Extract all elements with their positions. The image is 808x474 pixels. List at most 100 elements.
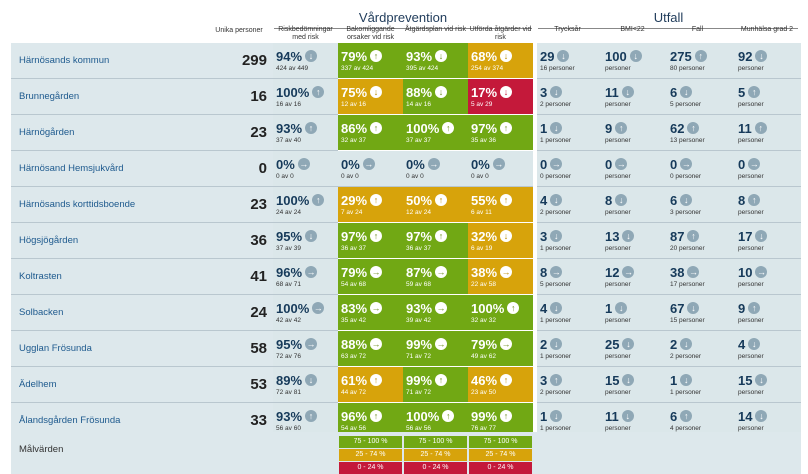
metric-cell[interactable]: 1 ↓ 1 personer [537, 114, 602, 151]
metric-cell[interactable]: 61% ↑ 44 av 72 [338, 366, 403, 403]
unit-name[interactable]: Högsjögården [11, 222, 208, 259]
metric-cell[interactable]: 93% ↑ 37 av 40 [273, 114, 338, 151]
metric-cell[interactable]: 68% ↓ 254 av 374 [468, 43, 533, 79]
unit-name[interactable]: Solbacken [11, 294, 208, 331]
metric-cell[interactable]: 62 ↑ 13 personer [667, 114, 735, 151]
metric-cell[interactable]: 0 → personer [602, 150, 667, 187]
metric-cell[interactable]: 0% → 0 av 0 [338, 150, 403, 187]
metric-value-line: 68% ↓ [471, 49, 533, 64]
metric-cell[interactable]: 8 ↑ personer [735, 186, 801, 223]
metric-cell[interactable]: 97% ↑ 35 av 36 [468, 114, 533, 151]
metric-cell[interactable]: 96% ↑ 54 av 56 [338, 402, 403, 439]
metric-cell[interactable]: 46% ↑ 23 av 50 [468, 366, 533, 403]
metric-cell[interactable]: 3 ↑ 2 personer [537, 366, 602, 403]
metric-cell[interactable]: 17 ↓ personer [735, 222, 801, 259]
unit-name[interactable]: Ugglan Frösunda [11, 330, 208, 367]
metric-cell[interactable]: 100% ↑ 24 av 24 [273, 186, 338, 223]
metric-value: 1 [540, 408, 548, 424]
metric-subtext: 20 personer [670, 244, 705, 252]
metric-cell[interactable]: 100% ↑ 37 av 37 [403, 114, 468, 151]
unit-name[interactable]: Ädelhem [11, 366, 208, 403]
metric-cell[interactable]: 2 ↓ 2 personer [667, 330, 735, 367]
metric-cell[interactable]: 93% ↓ 395 av 424 [403, 43, 468, 79]
metric-cell[interactable]: 79% → 54 av 68 [338, 258, 403, 295]
metric-cell[interactable]: 93% → 39 av 42 [403, 294, 468, 331]
metric-cell[interactable]: 92 ↓ personer [735, 43, 801, 79]
metric-cell[interactable]: 0 → 0 personer [667, 150, 735, 187]
unit-name[interactable]: Härnösands kommun [11, 43, 208, 79]
metric-cell[interactable]: 5 ↑ personer [735, 78, 801, 115]
metric-cell[interactable]: 2 ↓ 1 personer [537, 330, 602, 367]
metric-cell[interactable]: 89% ↓ 72 av 81 [273, 366, 338, 403]
metric-cell[interactable]: 100 ↓ personer [602, 43, 667, 79]
metric-cell[interactable]: 96% → 68 av 71 [273, 258, 338, 295]
metric-cell[interactable]: 9 ↑ personer [602, 114, 667, 151]
metric-cell[interactable]: 67 ↓ 15 personer [667, 294, 735, 331]
metric-cell[interactable]: 79% ↑ 337 av 424 [338, 43, 403, 79]
metric-cell[interactable]: 0% → 0 av 0 [468, 150, 533, 187]
metric-cell[interactable]: 94% ↓ 424 av 449 [273, 43, 338, 79]
metric-subtext: 16 personer [540, 64, 575, 72]
metric-cell[interactable]: 29 ↓ 16 personer [537, 43, 602, 79]
metric-cell[interactable]: 0% → 0 av 0 [403, 150, 468, 187]
metric-cell[interactable]: 88% → 63 av 72 [338, 330, 403, 367]
metric-subtext: personer [605, 100, 631, 108]
unique-persons-count: 24 [208, 294, 273, 331]
metric-cell[interactable]: 3 ↓ 2 personer [537, 78, 602, 115]
metric-cell[interactable]: 9 ↑ personer [735, 294, 801, 331]
metric-cell[interactable]: 275 ↑ 80 personer [667, 43, 735, 79]
metric-value: 32% [471, 228, 498, 244]
metric-value-line: 67 ↓ [670, 301, 735, 316]
metric-cell[interactable]: 6 ↓ 3 personer [667, 186, 735, 223]
metric-cell[interactable]: 75% ↓ 12 av 16 [338, 78, 403, 115]
metric-cell[interactable]: 88% ↓ 14 av 16 [403, 78, 468, 115]
metric-cell[interactable]: 86% ↑ 32 av 37 [338, 114, 403, 151]
metric-cell[interactable]: 29% ↑ 7 av 24 [338, 186, 403, 223]
metric-cell[interactable]: 13 ↓ personer [602, 222, 667, 259]
metric-cell[interactable]: 100% ↑ 16 av 16 [273, 78, 338, 115]
metric-cell[interactable]: 11 ↑ personer [735, 114, 801, 151]
metric-cell[interactable]: 100% → 42 av 42 [273, 294, 338, 331]
metric-cell[interactable]: 87 ↑ 20 personer [667, 222, 735, 259]
metric-cell[interactable]: 38% → 22 av 58 [468, 258, 533, 295]
metric-cell[interactable]: 99% → 71 av 72 [403, 330, 468, 367]
metric-cell[interactable]: 4 ↓ 2 personer [537, 186, 602, 223]
metric-cell[interactable]: 8 ↓ personer [602, 186, 667, 223]
unit-name[interactable]: Härnösand Hemsjukvård [11, 150, 208, 187]
unit-name[interactable]: Brunnegården [11, 78, 208, 115]
unit-name[interactable]: Härnögården [11, 114, 208, 151]
metric-cell[interactable]: 25 ↓ personer [602, 330, 667, 367]
metric-cell[interactable]: 55% ↑ 6 av 11 [468, 186, 533, 223]
metric-cell[interactable]: 0 → personer [735, 150, 801, 187]
metric-cell[interactable]: 15 ↓ personer [735, 366, 801, 403]
metric-cell[interactable]: 6 ↓ 5 personer [667, 78, 735, 115]
metric-cell[interactable]: 15 ↓ personer [602, 366, 667, 403]
metric-cell[interactable]: 95% → 72 av 76 [273, 330, 338, 367]
metric-cell[interactable]: 1 ↓ 1 personer [667, 366, 735, 403]
metric-cell[interactable]: 10 → personer [735, 258, 801, 295]
metric-cell[interactable]: 3 ↓ 1 personer [537, 222, 602, 259]
header-bmi: BMI<22 [620, 26, 645, 33]
unit-name[interactable]: Härnösands korttidsboende [11, 186, 208, 223]
metric-cell[interactable]: 17% ↓ 5 av 29 [468, 78, 533, 115]
metric-cell[interactable]: 0 → 0 personer [537, 150, 602, 187]
metric-cell[interactable]: 97% ↑ 36 av 37 [338, 222, 403, 259]
metric-cell[interactable]: 4 ↓ personer [735, 330, 801, 367]
metric-cell[interactable]: 0% → 0 av 0 [273, 150, 338, 187]
metric-cell[interactable]: 83% → 35 av 42 [338, 294, 403, 331]
metric-cell[interactable]: 8 → 5 personer [537, 258, 602, 295]
metric-cell[interactable]: 32% ↓ 6 av 19 [468, 222, 533, 259]
metric-cell[interactable]: 11 ↓ personer [602, 78, 667, 115]
metric-cell[interactable]: 100% ↑ 32 av 32 [468, 294, 533, 331]
unit-name[interactable]: Koltrasten [11, 258, 208, 295]
metric-cell[interactable]: 12 → personer [602, 258, 667, 295]
metric-cell[interactable]: 4 ↓ 1 personer [537, 294, 602, 331]
metric-cell[interactable]: 50% ↑ 12 av 24 [403, 186, 468, 223]
metric-cell[interactable]: 95% ↓ 37 av 39 [273, 222, 338, 259]
metric-cell[interactable]: 38 → 17 personer [667, 258, 735, 295]
metric-cell[interactable]: 79% → 49 av 62 [468, 330, 533, 367]
metric-cell[interactable]: 97% ↑ 36 av 37 [403, 222, 468, 259]
metric-cell[interactable]: 99% ↑ 71 av 72 [403, 366, 468, 403]
metric-cell[interactable]: 1 ↓ personer [602, 294, 667, 331]
metric-cell[interactable]: 87% → 59 av 68 [403, 258, 468, 295]
